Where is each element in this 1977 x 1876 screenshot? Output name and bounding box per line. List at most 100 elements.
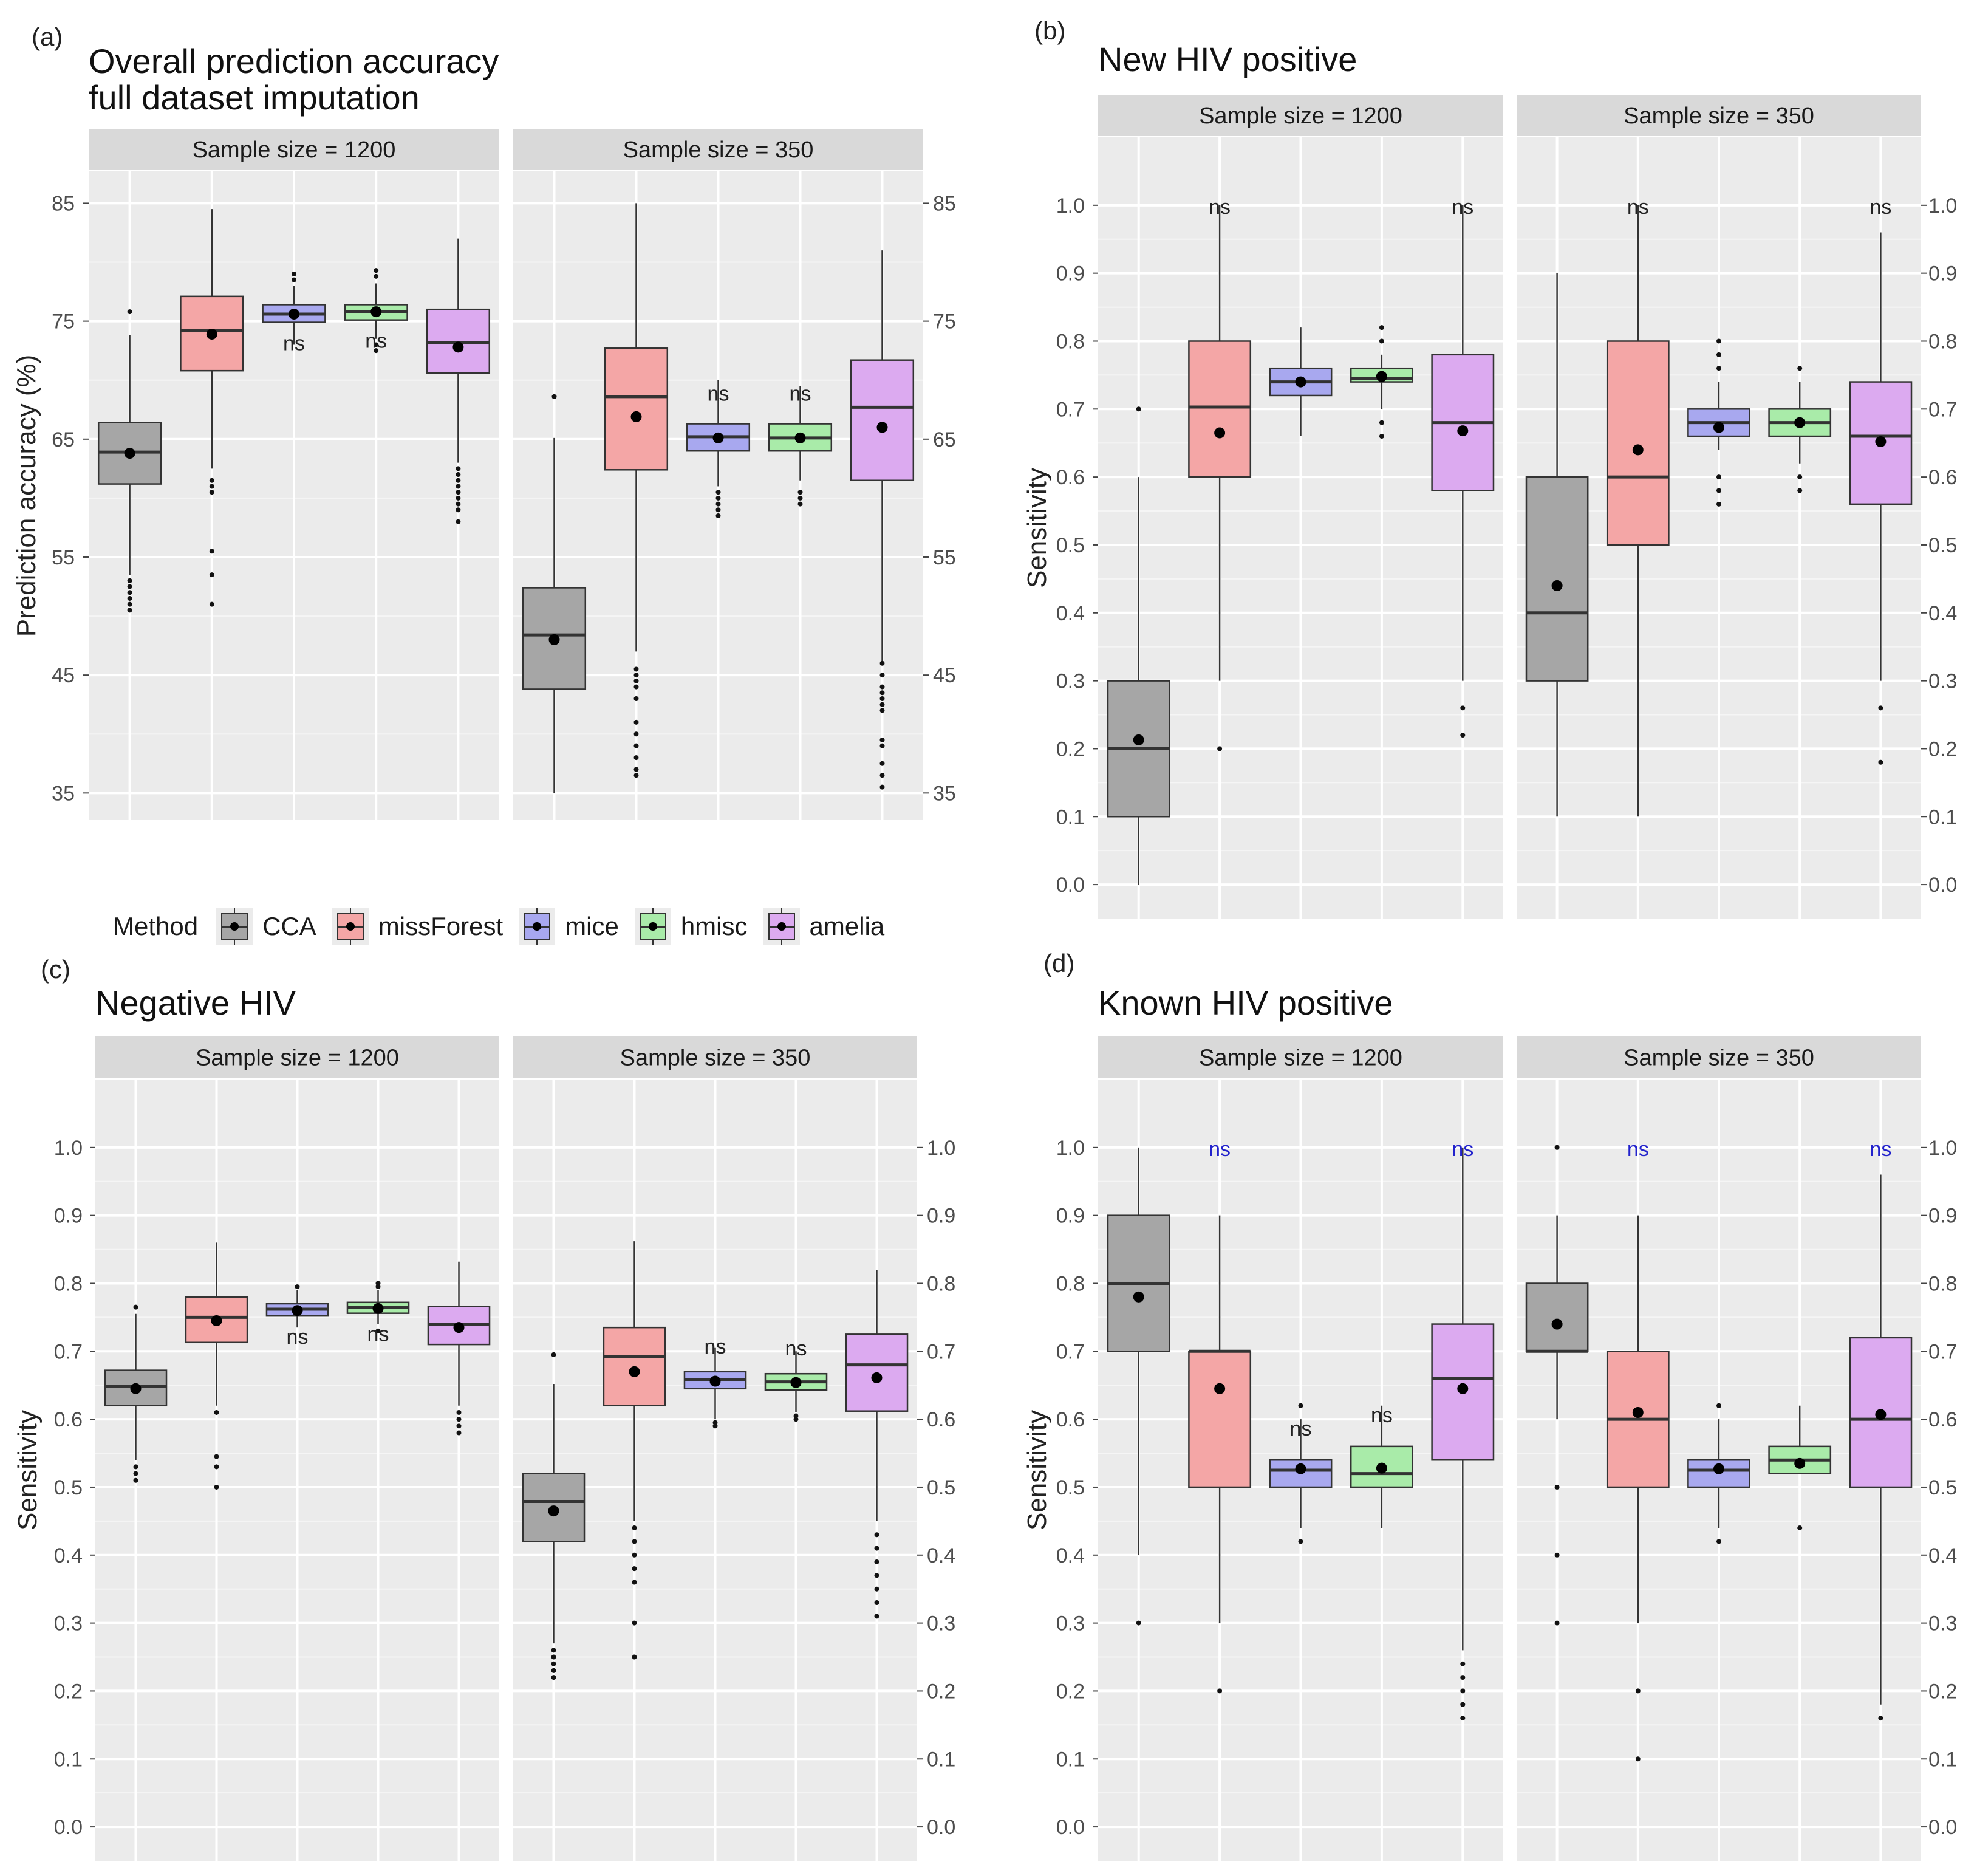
outlier-point [375,1281,381,1286]
y-tick-label-left: 0.6 [54,1408,83,1431]
y-tick-label-right: 35 [933,782,956,805]
significance-label: ns [367,1323,389,1346]
significance-label: ns [1209,196,1231,219]
y-tick-label-right: 0.7 [927,1340,955,1363]
y-tick-label-left: 0.3 [54,1612,83,1635]
legend-title: Method [113,912,199,940]
y-tick-label-left: 0.4 [1056,1544,1085,1567]
panel-label: (a) [32,22,63,51]
outlier-point [633,684,639,690]
legend-key-cca [216,908,253,945]
outlier-point [1716,1539,1721,1544]
facet-0: Sample size = 1200 ns ns ns ns [1098,1036,1503,1861]
facet-0: Sample size = 1200 ns ns [1098,95,1503,919]
mean-point [1376,371,1387,382]
outlier-point [1635,1756,1641,1762]
outlier-point [1554,1620,1560,1626]
mean-point [452,341,464,353]
legend-item-cca: CCA [216,908,316,945]
outlier-point [127,590,132,595]
outlier-point [214,1464,219,1470]
outlier-point [632,1525,637,1531]
box-mice: ns [683,1335,747,1429]
y-axis-label: Sensitivity [1022,1410,1052,1530]
mean-point [1551,580,1563,592]
y-tick-label-left: 55 [52,546,75,569]
outlier-point [456,1423,462,1429]
box-cca [97,309,162,613]
y-tick-label-right: 0.5 [1928,1476,1957,1499]
mean-point [1713,422,1724,433]
outlier-point [633,673,639,678]
box-hmisc [1768,1405,1832,1531]
outlier-point [456,1409,462,1415]
legend-key-missforest [332,908,369,945]
box-amelia: ns [1849,1138,1913,1721]
outlier-point [1878,1716,1883,1721]
legend-label-missforest: missForest [378,912,504,940]
y-tick-label-right: 0.5 [927,1476,955,1499]
y-tick-label-right: 0.1 [1928,806,1957,829]
box-cca [1107,1147,1170,1626]
y-axis-label: Prediction accuracy (%) [12,355,41,637]
outlier-point [375,1284,381,1290]
y-tick-label-right: 0.3 [1928,670,1957,693]
facet-strip-label: Sample size = 1200 [1199,103,1402,129]
box-mice: ns [686,380,751,519]
outlier-point [1797,474,1803,480]
y-axis-label: Sensitivity [1022,468,1052,588]
outlier-point [879,743,885,748]
box-missforest: ns [1606,196,1670,817]
outlier-point [127,595,132,601]
outlier-point [633,696,639,701]
facet-strip-label: Sample size = 1200 [193,137,396,163]
outlier-point [874,1586,879,1592]
outlier-point [1460,1661,1466,1666]
outlier-point [712,1420,718,1425]
legend: Method CCA missForest mice hmisc amelia [113,905,900,948]
mean-point [1632,444,1644,456]
outlier-point [874,1532,879,1538]
facet-strip-label: Sample size = 350 [1624,1046,1814,1071]
outlier-point [456,519,461,524]
significance-label: ns [1452,196,1473,219]
outlier-point [133,1304,138,1310]
facet-1: Sample size = 350 ns ns [1517,95,1921,919]
outlier-point [133,1471,138,1476]
outlier-point [1716,488,1721,493]
y-tick-label-right: 0.4 [1928,602,1957,625]
outlier-point [632,1620,637,1626]
mean-point [370,306,382,318]
mean-point [1133,734,1144,745]
outlier-point [1797,488,1803,493]
outlier-point [295,1284,300,1290]
box-mice: ns [262,271,326,355]
y-tick-label-left: 0.8 [54,1272,83,1295]
mean-point [709,1375,721,1387]
outlier-point [551,1648,556,1653]
y-tick-label-left: 0.3 [1056,670,1085,693]
box-hmisc: ns [344,268,408,354]
outlier-point [879,673,885,678]
outlier-point [1460,733,1466,738]
box-missforest [180,209,244,607]
outlier-point [715,501,721,507]
outlier-point [456,484,461,489]
legend-item-hmisc: hmisc [634,908,748,945]
y-tick-label-right: 0.4 [1928,1544,1957,1567]
mean-point [1214,427,1226,439]
mean-point [548,634,560,645]
facet-strip-label: Sample size = 1200 [196,1046,399,1071]
outlier-point [214,1409,219,1415]
facet-0: Sample size = 1200 ns ns [95,1036,499,1861]
y-tick-label-right: 65 [933,428,956,451]
outlier-point [879,660,885,666]
outlier-point [209,572,214,578]
outlier-point [133,1477,138,1483]
box-body [1525,1282,1589,1352]
chart-title-line: New HIV positive [1098,40,1357,78]
box-mice [1687,338,1750,507]
facet-strip [95,1036,499,1078]
y-tick-label-right: 0.7 [1928,1340,1957,1363]
mean-point [1713,1463,1724,1474]
